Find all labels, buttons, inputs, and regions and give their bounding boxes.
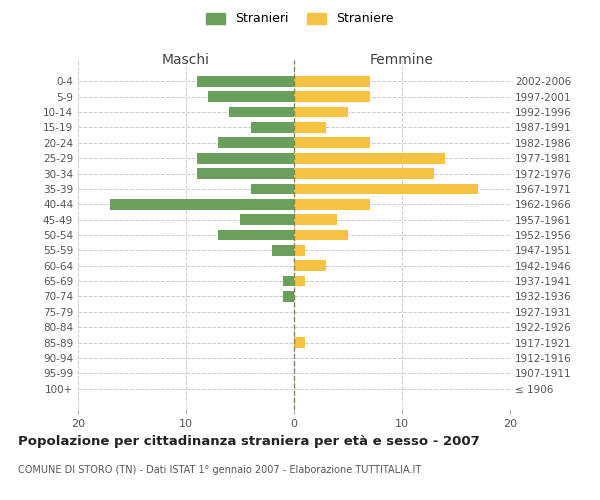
Bar	[294, 260, 326, 271]
Bar	[294, 106, 348, 118]
Bar	[197, 168, 294, 179]
Bar	[294, 92, 370, 102]
Bar	[294, 153, 445, 164]
Bar	[294, 168, 434, 179]
Bar	[294, 138, 370, 148]
Bar	[208, 92, 294, 102]
Bar	[229, 106, 294, 118]
Bar	[283, 291, 294, 302]
Bar	[294, 337, 305, 348]
Bar	[251, 122, 294, 133]
Bar	[294, 184, 478, 194]
Bar	[240, 214, 294, 225]
Bar	[197, 76, 294, 86]
Bar	[294, 199, 370, 209]
Bar	[283, 276, 294, 286]
Bar	[294, 276, 305, 286]
Bar	[218, 138, 294, 148]
Bar	[197, 153, 294, 164]
Text: Popolazione per cittadinanza straniera per età e sesso - 2007: Popolazione per cittadinanza straniera p…	[18, 435, 480, 448]
Bar	[294, 214, 337, 225]
Bar	[218, 230, 294, 240]
Legend: Stranieri, Straniere: Stranieri, Straniere	[203, 8, 397, 29]
Bar	[251, 184, 294, 194]
Bar	[110, 199, 294, 209]
Bar	[294, 76, 370, 86]
Text: Maschi: Maschi	[162, 54, 210, 68]
Text: COMUNE DI STORO (TN) - Dati ISTAT 1° gennaio 2007 - Elaborazione TUTTITALIA.IT: COMUNE DI STORO (TN) - Dati ISTAT 1° gen…	[18, 465, 421, 475]
Bar	[294, 230, 348, 240]
Bar	[272, 245, 294, 256]
Bar	[294, 245, 305, 256]
Text: Femmine: Femmine	[370, 54, 434, 68]
Bar	[294, 122, 326, 133]
